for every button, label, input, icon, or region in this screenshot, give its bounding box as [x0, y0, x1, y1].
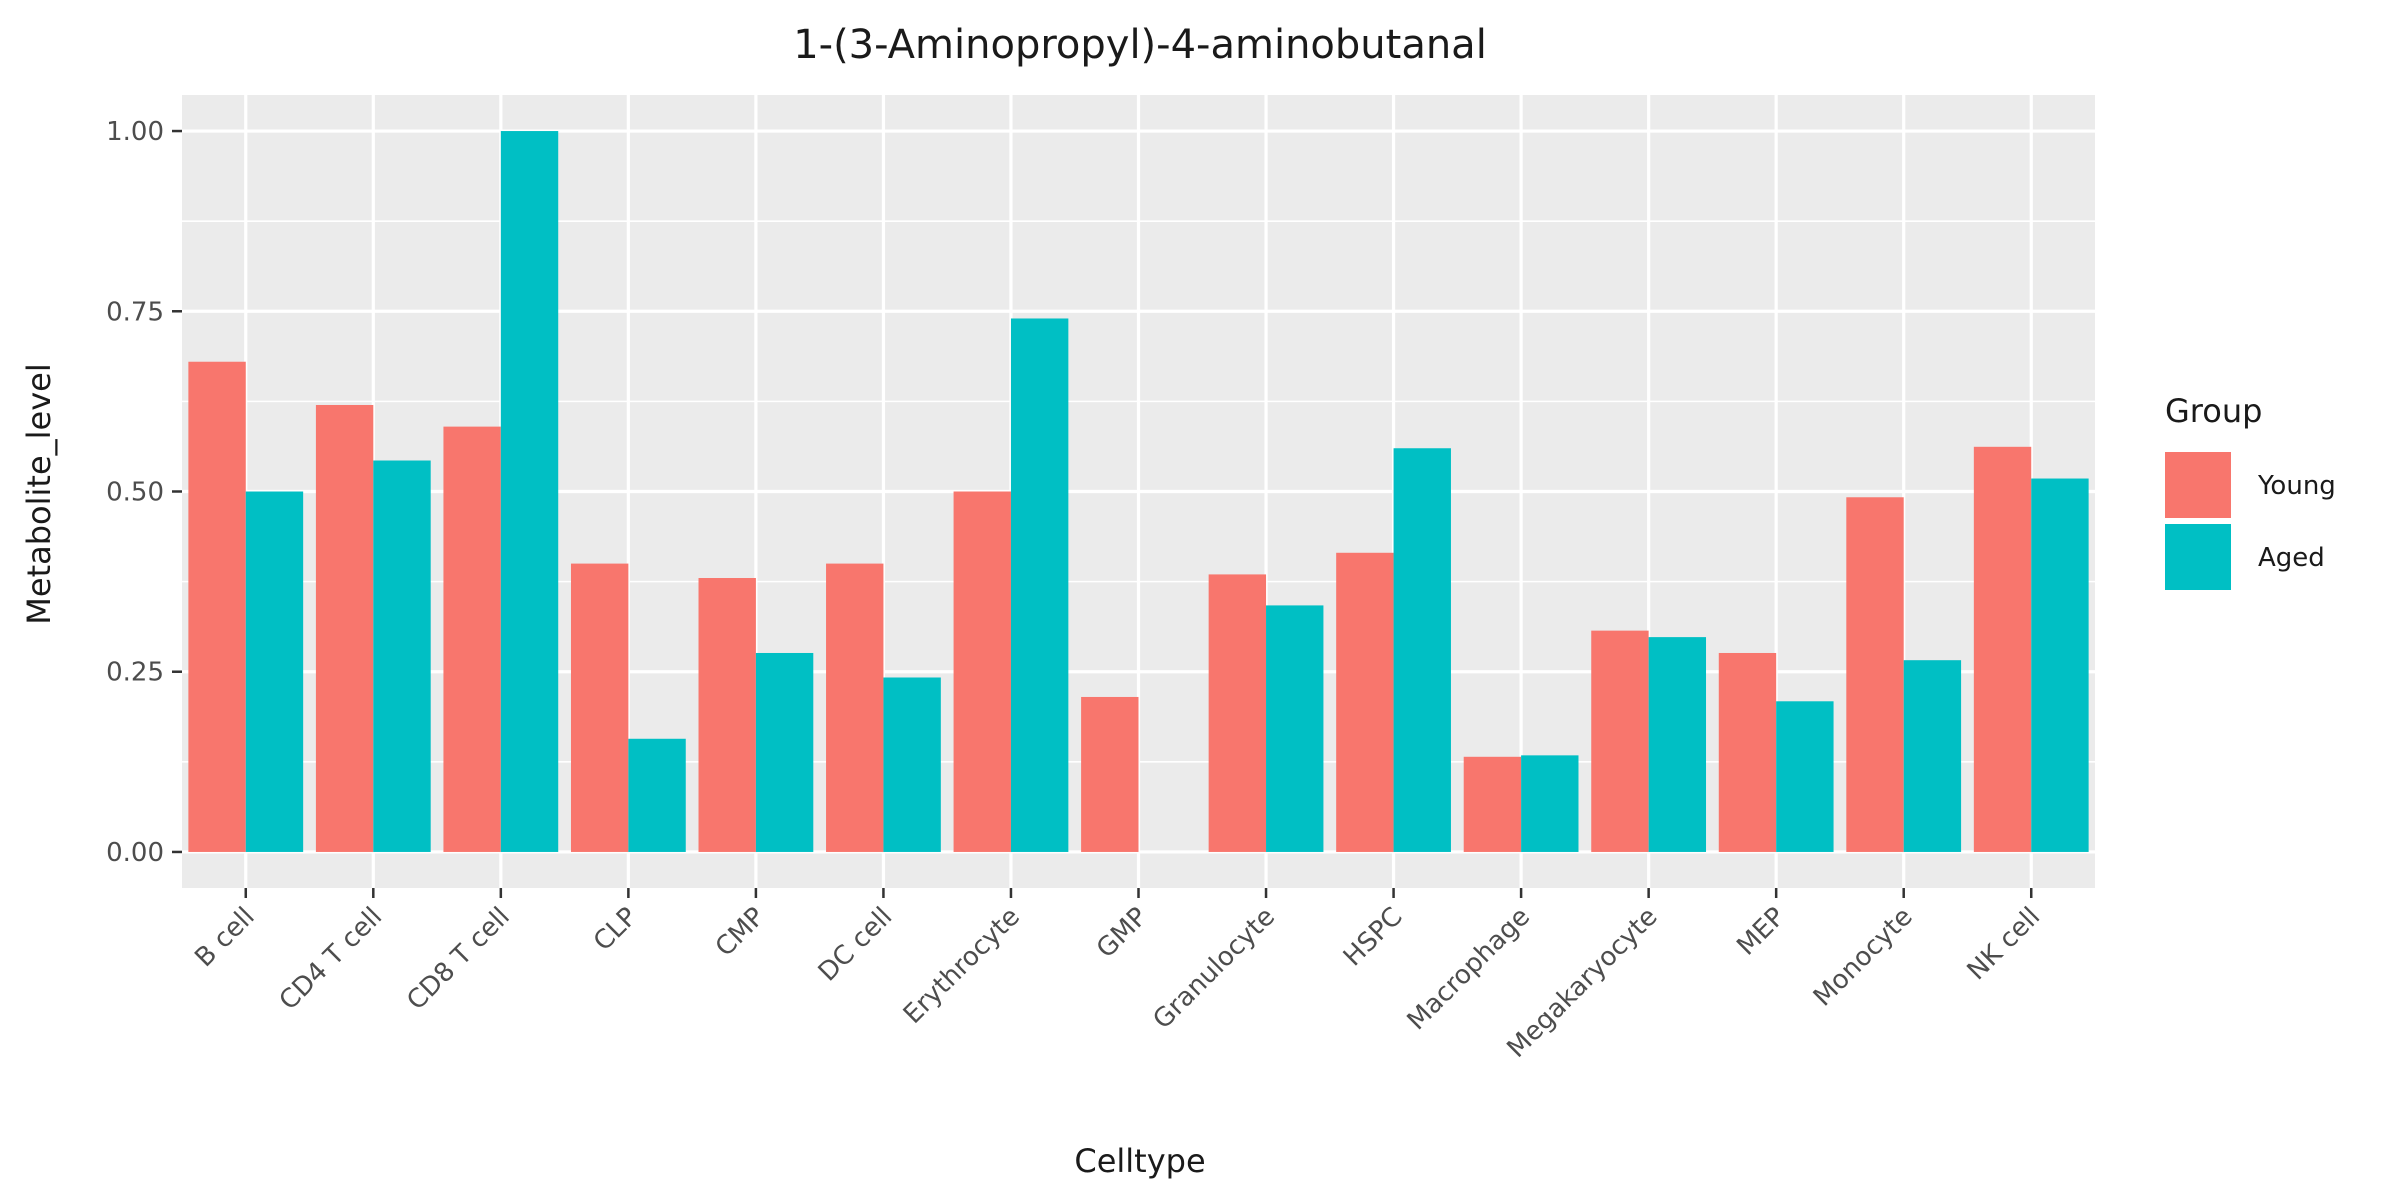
bar-aged [500, 131, 559, 852]
bar-young [1208, 574, 1267, 852]
bar-aged [2031, 478, 2089, 852]
y-tick-label: 0.00 [106, 838, 164, 868]
y-axis-title: Metabolite_level [20, 363, 58, 624]
bar-young [1336, 552, 1394, 852]
bar-young [1591, 630, 1649, 852]
bar-young [1846, 497, 1904, 852]
bar-young [1081, 696, 1139, 852]
bar-aged [628, 738, 686, 852]
bar-aged [1010, 318, 1069, 852]
y-tick-label: 0.75 [106, 297, 164, 327]
legend-items: Young Aged [2165, 452, 2336, 590]
chart-title: 1-(3-Aminopropyl)-4-aminobutanal [793, 22, 1487, 68]
legend-key-young [2165, 452, 2231, 518]
bar-young [315, 404, 374, 852]
bar-aged [373, 460, 431, 852]
bar-young [1463, 756, 1522, 852]
bar-young [953, 491, 1011, 852]
legend-label-aged: Aged [2258, 543, 2325, 573]
x-axis-title: Celltype [1074, 1142, 1205, 1180]
y-tick-label: 1.00 [106, 117, 164, 147]
y-axis: 0.00 0.25 0.50 0.75 1.00 [106, 117, 182, 868]
bar-aged [755, 652, 814, 852]
bar-young [1973, 446, 2032, 852]
legend-key-aged [2165, 524, 2231, 590]
bar-aged [1266, 605, 1324, 852]
bar-young [188, 361, 246, 852]
legend-title: Group [2165, 392, 2262, 430]
bar-young [443, 426, 501, 852]
legend-label-young: Young [2257, 471, 2336, 501]
bar-aged [1776, 701, 1834, 852]
bars [188, 131, 2089, 852]
bar-aged [883, 677, 941, 852]
legend: Group Young Aged [2165, 392, 2336, 590]
bar-young [1718, 652, 1777, 852]
bar-aged [1521, 755, 1579, 852]
y-tick-label: 0.25 [106, 658, 164, 688]
bar-young [826, 563, 884, 852]
bar-aged [1903, 660, 1962, 852]
y-tick-label: 0.50 [106, 478, 164, 508]
bar-young [570, 563, 629, 852]
bar-aged [1393, 448, 1451, 852]
bar-aged [245, 491, 304, 852]
bar-aged [1648, 637, 1707, 852]
bar-young [698, 578, 756, 852]
